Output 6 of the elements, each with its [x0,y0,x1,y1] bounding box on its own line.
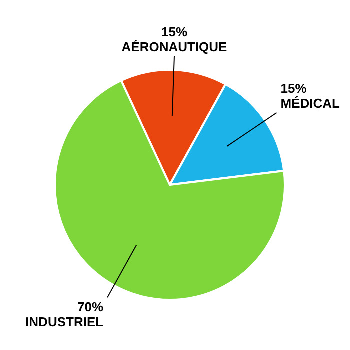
slice-label: INDUSTRIEL [26,314,104,330]
data-label: 15% [280,80,308,96]
slice-label: AÉRONAUTIQUE [122,39,228,54]
slice-label: MÉDICAL [280,96,340,111]
data-label: 70% [78,300,104,315]
data-label: 15% [161,24,188,40]
